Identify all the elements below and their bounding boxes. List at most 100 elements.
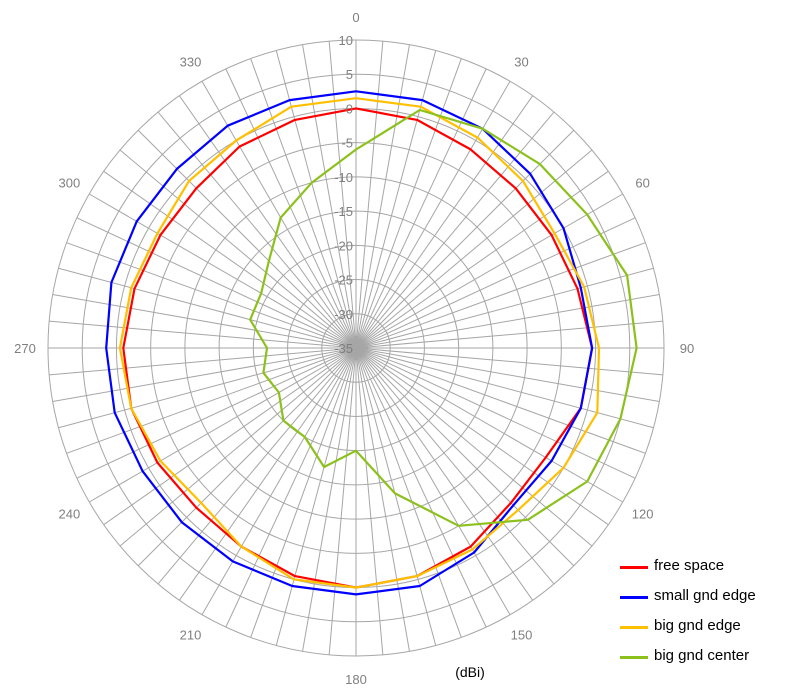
grid-spoke	[275, 347, 357, 646]
grid-spoke	[157, 111, 357, 349]
grid-spoke	[49, 320, 357, 349]
grid-spoke	[328, 41, 357, 349]
angle-tick-label: 60	[635, 176, 649, 191]
radial-tick-label: -25	[334, 273, 353, 288]
grid-spoke	[157, 347, 357, 585]
legend-label: big gnd center	[654, 647, 750, 664]
series-line	[118, 97, 601, 589]
legend-item: free space	[620, 555, 789, 585]
grid-spoke	[355, 347, 663, 376]
grid-spoke	[275, 50, 357, 349]
radial-tick-label: 10	[339, 33, 353, 48]
legend-swatch	[620, 566, 648, 569]
grid-spoke	[89, 347, 357, 503]
grid-spoke	[66, 242, 357, 349]
radial-tick-label: -30	[334, 307, 353, 322]
grid-spoke	[76, 347, 357, 479]
grid-spoke	[355, 149, 593, 349]
grid-spoke	[103, 170, 357, 349]
angle-tick-label: 150	[511, 628, 533, 643]
grid-spoke	[355, 267, 654, 349]
angle-tick-label: 120	[632, 507, 654, 522]
grid-spoke	[76, 217, 357, 349]
grid-spoke	[225, 347, 357, 628]
grid-spoke	[355, 347, 623, 503]
angle-tick-label: 270	[14, 341, 36, 356]
series-line	[249, 108, 638, 527]
radial-tick-label: -10	[334, 170, 353, 185]
grid-spoke	[355, 347, 636, 479]
angle-tick-label: 30	[514, 54, 528, 69]
grid-spoke	[250, 58, 357, 349]
grid-spoke	[302, 347, 357, 652]
grid-spoke	[355, 347, 384, 655]
grid-spoke	[355, 347, 487, 628]
grid-spoke	[355, 347, 410, 652]
grid-spoke	[103, 347, 357, 526]
radial-tick-label: -5	[341, 136, 353, 151]
grid-spoke	[355, 217, 636, 349]
grid-spoke	[302, 44, 357, 349]
grid-spoke	[355, 347, 575, 567]
angle-tick-label: 90	[680, 341, 694, 356]
legend-swatch	[620, 656, 648, 659]
grid-spoke	[355, 347, 593, 547]
grid-spoke	[66, 347, 357, 454]
legend-swatch	[620, 626, 648, 629]
grid-spoke	[355, 95, 534, 349]
grid-spoke	[119, 149, 357, 349]
legend-item: big gnd center	[620, 645, 789, 675]
grid-spoke	[355, 242, 646, 349]
grid-spoke	[355, 44, 410, 349]
grid-spoke	[52, 347, 357, 402]
grid-spoke	[225, 68, 357, 349]
legend: free space small gnd edge big gnd edge big …	[620, 555, 789, 675]
polar-grid	[47, 39, 665, 657]
grid-spoke	[178, 347, 357, 601]
grid-spoke	[355, 58, 462, 349]
grid-spoke	[89, 193, 357, 349]
grid-spoke	[250, 347, 357, 638]
legend-label: small gnd edge	[654, 587, 756, 604]
grid-spoke	[178, 95, 357, 349]
grid-spoke	[355, 347, 555, 585]
grid-spoke	[355, 347, 654, 429]
radial-tick-label: -35	[334, 341, 353, 356]
legend-label: big gnd edge	[654, 617, 741, 634]
grid-spoke	[49, 347, 357, 376]
radial-tick-label: -20	[334, 238, 353, 253]
angle-tick-label: 240	[58, 507, 80, 522]
legend-swatch	[620, 596, 648, 599]
grid-spoke	[355, 347, 534, 601]
grid-spoke	[355, 347, 462, 638]
angle-tick-labels: 0 30 60 90 120 150 180 210 240 270 300 330	[14, 10, 694, 687]
angle-tick-label: 0	[352, 10, 359, 25]
grid-spoke	[58, 347, 357, 429]
angle-tick-label: 210	[180, 628, 202, 643]
grid-spoke	[355, 294, 660, 349]
legend-item: big gnd edge	[620, 615, 789, 645]
grid-spoke	[355, 320, 663, 349]
legend-label: free space	[654, 557, 725, 574]
series-line	[105, 90, 594, 596]
angle-tick-label: 330	[180, 54, 202, 69]
grid-spoke	[355, 347, 437, 646]
legend-item: small gnd edge	[620, 585, 789, 615]
unit-label: (dBi)	[455, 664, 485, 680]
grid-spoke	[137, 347, 357, 567]
grid-spoke	[355, 347, 660, 402]
grid-spoke	[355, 129, 575, 349]
series-layer	[105, 90, 638, 596]
grid-spoke	[201, 347, 357, 615]
grid-spoke	[119, 347, 357, 547]
radial-tick-label: -15	[334, 204, 353, 219]
grid-spoke	[355, 193, 623, 349]
radial-tick-labels: -35 -30 -25 -20 -15 -10 -5 0 5 10	[334, 33, 353, 356]
grid-spoke	[355, 81, 511, 349]
radial-tick-label: 5	[346, 67, 353, 82]
grid-spoke	[355, 50, 437, 349]
grid-spoke	[355, 170, 609, 349]
grid-spoke	[137, 129, 357, 349]
grid-spoke	[52, 294, 357, 349]
